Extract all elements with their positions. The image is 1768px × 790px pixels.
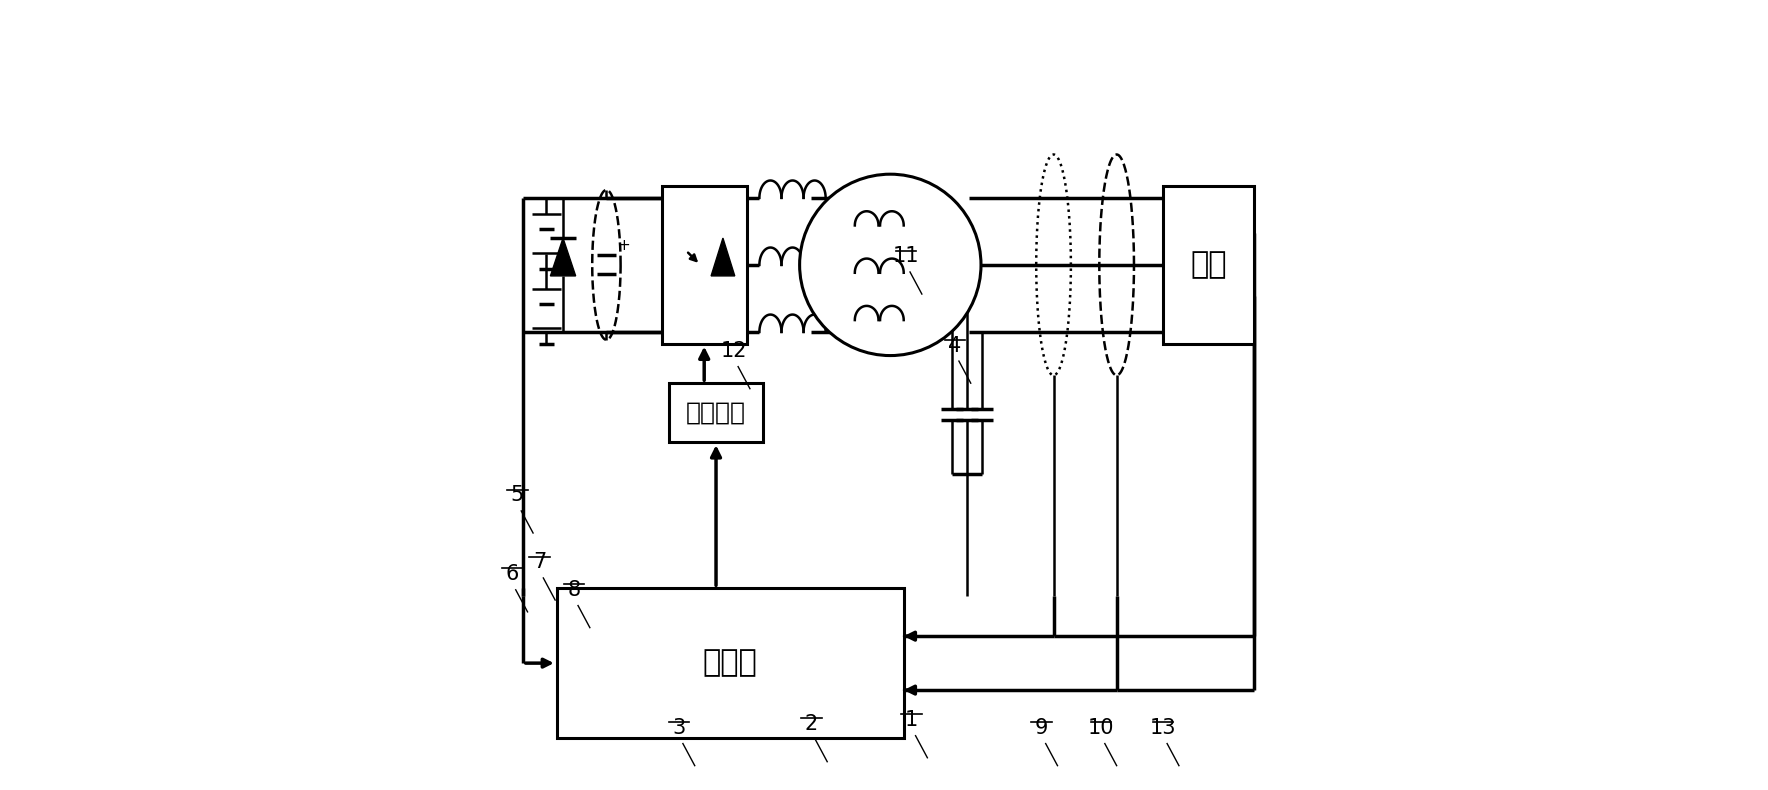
Text: 4: 4 (948, 336, 962, 356)
Text: 8: 8 (568, 580, 580, 600)
Text: 5: 5 (511, 485, 523, 506)
Bar (661, 186, 746, 344)
Text: 10: 10 (1087, 718, 1114, 738)
Bar (1163, 186, 1254, 344)
Bar (557, 589, 903, 738)
Polygon shape (550, 238, 576, 276)
Text: 12: 12 (721, 341, 748, 361)
Text: 1: 1 (905, 710, 918, 730)
Bar (670, 383, 762, 442)
Text: 6: 6 (506, 564, 518, 585)
Circle shape (799, 174, 981, 356)
Text: 7: 7 (532, 552, 546, 573)
Text: 2: 2 (804, 714, 819, 734)
Text: 9: 9 (1034, 718, 1048, 738)
Text: +: + (617, 238, 629, 253)
Text: 驱动电路: 驱动电路 (686, 401, 746, 425)
Text: 负载: 负载 (1190, 250, 1227, 280)
Text: 3: 3 (672, 718, 686, 738)
Text: 13: 13 (1149, 718, 1176, 738)
Polygon shape (711, 238, 735, 276)
Text: 控制器: 控制器 (704, 649, 758, 678)
Text: 11: 11 (893, 246, 919, 266)
